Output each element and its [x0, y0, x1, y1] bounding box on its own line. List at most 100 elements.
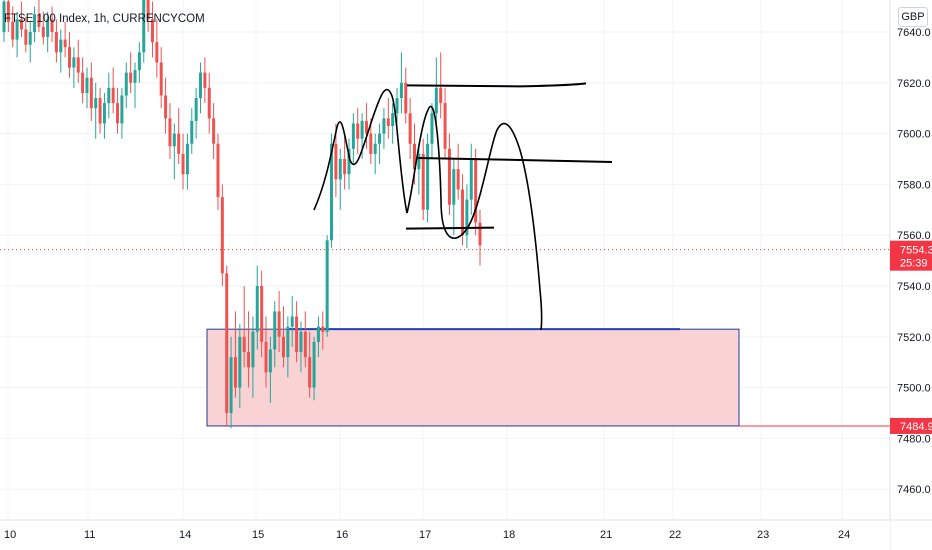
- candle-body: [242, 336, 246, 353]
- candle-body: [351, 123, 355, 149]
- candle: [260, 270, 264, 358]
- candle: [421, 138, 425, 220]
- chart-grid: [0, 0, 890, 520]
- candle: [33, 6, 37, 43]
- last-price-tag: [890, 240, 932, 271]
- candle: [155, 19, 159, 78]
- candle-body: [137, 52, 141, 71]
- candle: [190, 108, 194, 154]
- candle: [364, 103, 368, 149]
- candle: [378, 123, 382, 165]
- candle: [430, 103, 434, 159]
- candle: [137, 42, 141, 83]
- candle: [417, 143, 421, 195]
- candle-body: [338, 159, 342, 180]
- candle: [2, 0, 6, 43]
- candle: [434, 57, 438, 129]
- candle-body: [443, 103, 447, 149]
- candle-body: [369, 133, 373, 154]
- candle-body: [129, 72, 133, 83]
- candle: [50, 6, 54, 43]
- candle: [220, 184, 224, 286]
- price-tick-label: 7520.0: [897, 332, 931, 344]
- candle: [37, 0, 41, 32]
- candle-body: [356, 123, 360, 139]
- candle-body: [386, 118, 390, 126]
- candle-body: [264, 341, 268, 373]
- price-tick-label: 7580.0: [897, 179, 931, 191]
- candle-body: [408, 113, 412, 144]
- candle: [273, 301, 277, 368]
- candle: [168, 103, 172, 159]
- candle-body: [94, 98, 98, 109]
- candle: [142, 0, 146, 63]
- candle: [295, 301, 299, 363]
- candle-body: [260, 286, 264, 342]
- demand-zone-layer: [0, 249, 890, 427]
- candle-body: [68, 47, 72, 68]
- candle: [268, 336, 272, 403]
- candle-body: [412, 143, 416, 170]
- candle-body: [299, 331, 303, 353]
- candle: [81, 57, 85, 104]
- candle-body: [439, 87, 443, 104]
- candle-body: [116, 103, 120, 124]
- candle-body: [268, 349, 272, 373]
- currency-label[interactable]: GBP: [898, 7, 928, 27]
- chart-title: FTSE 100 Index, 1h, CURRENCYCOM: [4, 13, 205, 25]
- candle: [382, 108, 386, 149]
- candle-body: [24, 29, 28, 45]
- candle-body: [330, 143, 334, 241]
- candle-body: [399, 82, 403, 99]
- candle-body: [81, 72, 85, 93]
- time-tick-label: 18: [503, 529, 515, 541]
- candle: [6, 0, 10, 32]
- candle: [456, 143, 460, 200]
- candle: [238, 324, 242, 408]
- candle: [85, 67, 89, 109]
- candle: [308, 331, 312, 398]
- candle: [277, 291, 281, 353]
- candle-body: [251, 331, 255, 368]
- candle-body: [447, 148, 451, 205]
- candle: [242, 286, 246, 368]
- candle: [290, 296, 294, 347]
- candle-body: [430, 113, 434, 144]
- price-tick-label: 7600.0: [897, 129, 931, 141]
- candle-body: [233, 357, 237, 388]
- candle-body: [199, 72, 203, 99]
- candle: [185, 133, 189, 190]
- last-price-value: 7554.3: [900, 245, 932, 257]
- candle: [343, 133, 347, 190]
- candle-body: [426, 143, 430, 210]
- time-tick-label: 24: [838, 529, 850, 541]
- candle: [19, 1, 23, 38]
- candle: [347, 138, 351, 190]
- candle: [264, 316, 268, 388]
- candle-body: [155, 42, 159, 63]
- candle-body: [194, 98, 198, 121]
- candle-body: [456, 169, 460, 190]
- candle-body: [37, 14, 41, 27]
- candle-body: [159, 62, 163, 96]
- candle-body: [273, 311, 277, 350]
- candle-body: [382, 118, 386, 134]
- candle: [59, 29, 63, 73]
- candle: [233, 311, 237, 398]
- candle: [28, 21, 32, 63]
- time-axis-bg: [0, 520, 890, 550]
- candle-body: [308, 357, 312, 388]
- candle-body: [207, 87, 211, 119]
- mid-level-line: [417, 157, 613, 163]
- candle: [63, 21, 67, 58]
- candle: [281, 306, 285, 368]
- candle: [146, 0, 150, 32]
- candle-body: [325, 240, 329, 332]
- candle-body: [203, 72, 207, 88]
- candle-body: [41, 26, 45, 38]
- candle-body: [452, 169, 456, 205]
- time-tick-label: 17: [419, 529, 431, 541]
- time-tick-label: 22: [669, 529, 681, 541]
- candle-body: [89, 77, 93, 109]
